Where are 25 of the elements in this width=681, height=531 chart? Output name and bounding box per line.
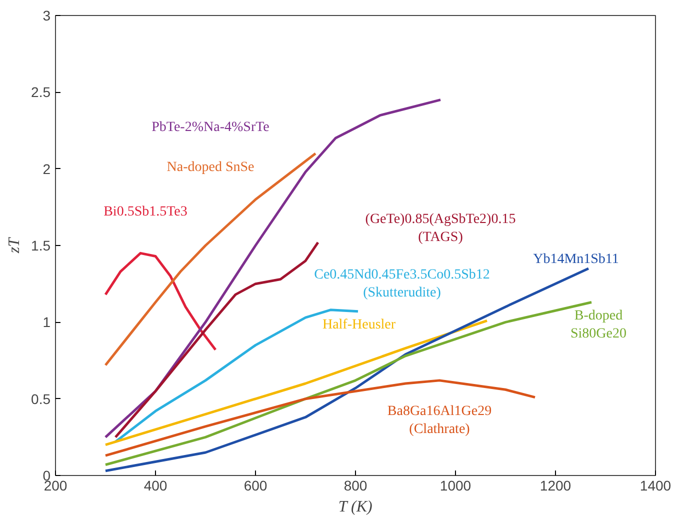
line-series [104, 379, 536, 457]
y-tick-label: 2.5 [31, 84, 51, 100]
y-tick-label: 1.5 [31, 238, 51, 254]
x-tick-label: 600 [244, 478, 268, 494]
y-tick-label: 3 [42, 8, 51, 24]
series-label: Half-Heusler [322, 318, 396, 333]
x-tick-label: 1200 [540, 478, 572, 494]
x-tick-label: 400 [144, 478, 168, 494]
text: (GeTe)0.85(AgSbTe2)0.15 (TAGS) [365, 212, 516, 246]
text: Bi0.5Sb1.5Te3 [104, 204, 188, 220]
line-series [104, 252, 217, 352]
series-label: Ba8Ga16Al1Ge29 (Clathrate) [387, 404, 492, 437]
series-label: Yb14Mn1Sb11 [533, 252, 619, 267]
series-label: Na-doped SnSe [166, 160, 254, 175]
series-label: B-doped Si80Ge20 [570, 308, 626, 342]
x-axis-title: T (K) [338, 498, 372, 516]
x-tick-label: 1400 [640, 478, 672, 494]
y-axis-title: zT [6, 236, 24, 254]
text: PbTe-2%Na-4%SrTe [152, 120, 270, 135]
y-tick-label: 0.5 [31, 390, 51, 407]
x-tick-label: 800 [344, 478, 368, 494]
x-tick-label: 1000 [440, 478, 472, 494]
y-tick-label: 2 [42, 160, 51, 177]
y-tick-label: 1 [42, 314, 51, 330]
series-label: Ce0.45Nd0.45Fe3.5Co0.5Sb12 (Skutterudite) [314, 267, 490, 300]
